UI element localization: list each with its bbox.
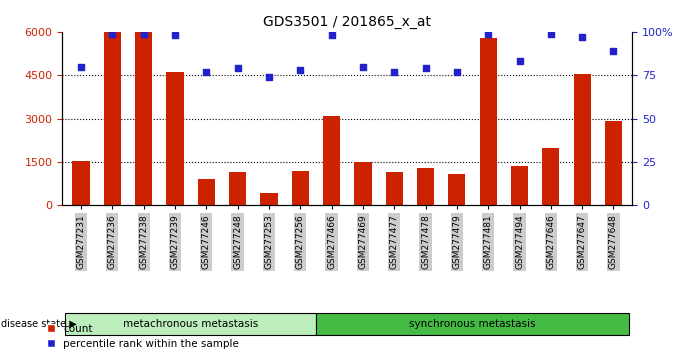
- Point: [514, 58, 525, 64]
- Title: GDS3501 / 201865_x_at: GDS3501 / 201865_x_at: [263, 16, 431, 29]
- Bar: [542, 148, 560, 205]
- Bar: [292, 171, 309, 205]
- Text: metachronous metastasis: metachronous metastasis: [123, 319, 258, 329]
- Bar: [386, 172, 403, 205]
- Legend: count, percentile rank within the sample: count, percentile rank within the sample: [47, 324, 239, 349]
- Bar: [480, 38, 497, 205]
- Point: [263, 74, 274, 80]
- Point: [357, 64, 368, 69]
- Point: [326, 33, 337, 38]
- Bar: [135, 32, 152, 205]
- Text: synchronous metastasis: synchronous metastasis: [409, 319, 536, 329]
- Bar: [574, 74, 591, 205]
- Bar: [448, 173, 466, 205]
- Point: [420, 65, 431, 71]
- Point: [107, 31, 118, 36]
- Bar: [73, 161, 90, 205]
- Bar: [605, 121, 622, 205]
- Bar: [354, 162, 372, 205]
- Bar: [417, 168, 434, 205]
- Point: [232, 65, 243, 71]
- Point: [75, 64, 86, 69]
- Point: [138, 31, 149, 36]
- Bar: [167, 72, 184, 205]
- Point: [388, 69, 399, 75]
- Point: [169, 33, 180, 38]
- Text: disease state ▶: disease state ▶: [1, 319, 77, 329]
- Point: [451, 69, 462, 75]
- Bar: [104, 32, 121, 205]
- Point: [576, 34, 587, 40]
- Bar: [229, 172, 246, 205]
- Bar: [511, 166, 528, 205]
- Bar: [261, 193, 278, 205]
- Point: [545, 31, 556, 36]
- Bar: [323, 116, 340, 205]
- Point: [295, 67, 306, 73]
- Point: [482, 31, 493, 36]
- Point: [608, 48, 619, 54]
- Bar: [198, 179, 215, 205]
- Point: [201, 69, 212, 75]
